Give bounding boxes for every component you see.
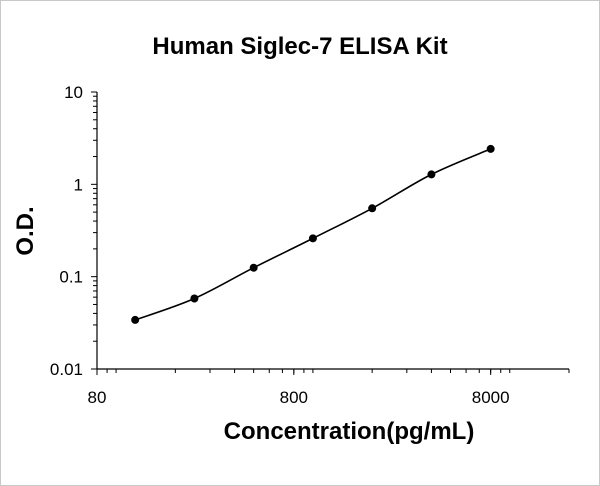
chart-title: Human Siglec-7 ELISA Kit: [152, 33, 447, 60]
x-tick-label: 8000: [472, 388, 510, 407]
data-point: [427, 170, 436, 179]
data-point: [131, 315, 140, 324]
y-tick-label: 0.1: [59, 268, 83, 287]
y-tick-label: 1: [74, 175, 83, 194]
data-point: [190, 294, 199, 303]
data-points: [131, 144, 495, 324]
y-tick-label: 0.01: [50, 360, 83, 379]
data-point: [486, 144, 495, 153]
x-tick-label: 800: [280, 388, 308, 407]
y-tick-label: 10: [64, 83, 83, 102]
data-point: [249, 263, 258, 272]
x-axis-label: Concentration(pg/mL): [224, 418, 475, 445]
y-axis-label: O.D.: [12, 206, 39, 255]
axes: [91, 91, 570, 375]
tick-labels: 10 1 0.1 0.01 80 800 8000: [50, 83, 510, 407]
data-point: [308, 234, 317, 243]
data-point: [368, 204, 377, 213]
x-tick-label: 80: [88, 388, 107, 407]
